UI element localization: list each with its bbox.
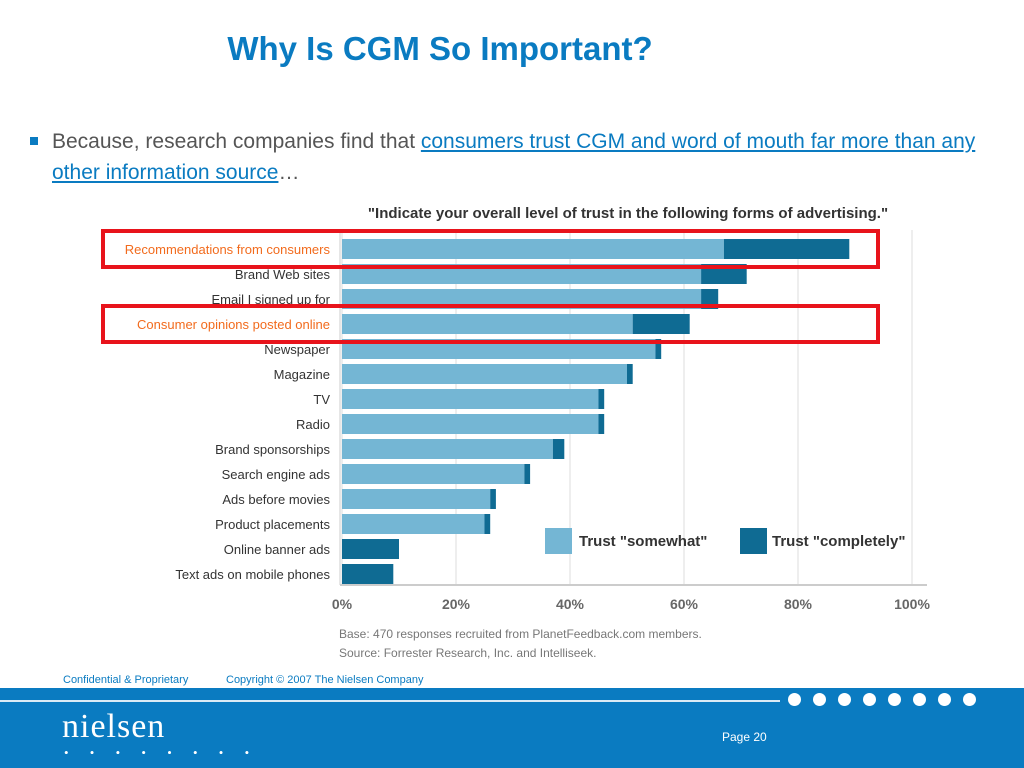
- x-tick-label: 40%: [556, 596, 585, 612]
- highlight-box: [101, 229, 880, 269]
- footer-confidential: Confidential & Proprietary: [63, 674, 189, 686]
- bar-trust-completely: [342, 564, 394, 584]
- x-tick-label: 20%: [442, 596, 471, 612]
- dot-icon: [938, 693, 951, 706]
- category-label: Brand sponsorships: [215, 442, 330, 457]
- bar-trust-somewhat: [342, 489, 491, 509]
- bullet-prefix: Because, research companies find that: [52, 130, 421, 153]
- bullet-link[interactable]: consumers trust CGM and word of mouth fa…: [52, 130, 976, 184]
- category-label: Online banner ads: [224, 542, 331, 557]
- bar-trust-completely: [655, 339, 662, 359]
- dot-icon: [863, 693, 876, 706]
- bar-trust-completely: [524, 464, 531, 484]
- category-label: Consumer opinions posted online: [137, 317, 330, 332]
- nielsen-logo-dots: • • • • • • • •: [64, 745, 259, 760]
- bullet-point: Because, research companies find that co…: [30, 126, 990, 188]
- bullet-suffix: …: [278, 161, 300, 184]
- slide-title: Why Is CGM So Important?: [227, 30, 653, 67]
- bar-trust-somewhat: [342, 389, 599, 409]
- highlight-box: [101, 304, 880, 344]
- bar-trust-completely: [723, 239, 850, 259]
- bar-trust-somewhat: [342, 239, 724, 259]
- dot-icon: [888, 693, 901, 706]
- bar-trust-completely: [342, 539, 399, 559]
- dot-icon: [913, 693, 926, 706]
- chart-container: "Indicate your overall level of trust in…: [0, 195, 1024, 665]
- bar-trust-somewhat: [342, 414, 599, 434]
- bar-trust-somewhat: [342, 514, 485, 534]
- category-label: Ads before movies: [222, 492, 330, 507]
- category-label: Newspaper: [264, 342, 330, 357]
- dot-icon: [788, 693, 801, 706]
- category-label: Text ads on mobile phones: [175, 567, 330, 582]
- category-label: Brand Web sites: [235, 267, 331, 282]
- bar-trust-completely: [490, 489, 496, 509]
- chart-title: "Indicate your overall level of trust in…: [368, 205, 888, 222]
- legend-swatch-completely: [740, 528, 767, 554]
- chart-note: Base: 470 responses recruited from Plane…: [339, 627, 702, 641]
- bar-trust-completely: [627, 364, 633, 384]
- x-tick-label: 0%: [332, 596, 353, 612]
- category-label: Magazine: [274, 367, 330, 382]
- dot-icon: [813, 693, 826, 706]
- category-label: Recommendations from consumers: [125, 242, 331, 257]
- category-label: Product placements: [215, 517, 330, 532]
- category-label: Search engine ads: [222, 467, 331, 482]
- category-label: Radio: [296, 417, 330, 432]
- bar-trust-completely: [484, 514, 491, 534]
- trust-bar-chart: "Indicate your overall level of trust in…: [101, 205, 930, 660]
- legend-label-somewhat: Trust "somewhat": [579, 533, 707, 550]
- page-number: Page 20: [722, 730, 767, 744]
- bar-trust-completely: [632, 314, 690, 334]
- bar-trust-somewhat: [342, 464, 525, 484]
- chart-note: Source: Forrester Research, Inc. and Int…: [339, 646, 596, 660]
- bar-trust-completely: [552, 439, 565, 459]
- bar-trust-completely: [598, 414, 605, 434]
- bar-trust-completely: [598, 389, 605, 409]
- category-label: TV: [313, 392, 330, 407]
- bar-trust-somewhat: [342, 439, 553, 459]
- dot-icon: [838, 693, 851, 706]
- bullet-square-icon: [30, 137, 38, 145]
- legend-swatch-somewhat: [545, 528, 572, 554]
- dot-icon: [963, 693, 976, 706]
- footer-dots: [788, 693, 976, 706]
- footer-divider: [0, 700, 780, 702]
- category-label: Email I signed up for: [211, 292, 330, 307]
- x-tick-label: 60%: [670, 596, 699, 612]
- bar-trust-somewhat: [342, 314, 633, 334]
- nielsen-logo: nielsen: [62, 708, 166, 745]
- x-tick-label: 80%: [784, 596, 813, 612]
- x-tick-label: 100%: [894, 596, 930, 612]
- legend-label-completely: Trust "completely": [772, 533, 905, 550]
- footer-copyright: Copyright © 2007 The Nielsen Company: [226, 674, 424, 686]
- bar-trust-somewhat: [342, 364, 627, 384]
- bullet-text: Because, research companies find that co…: [52, 126, 990, 188]
